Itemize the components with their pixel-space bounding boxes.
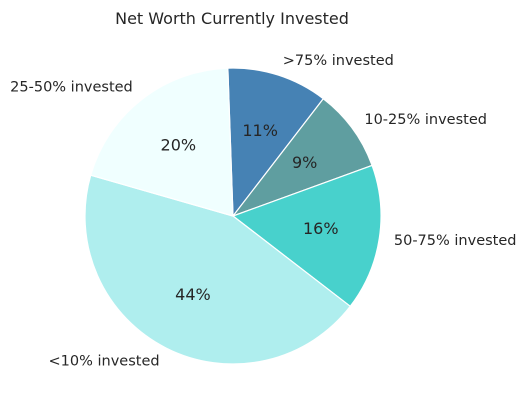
- slice-label-2: 50-75% invested: [394, 233, 517, 249]
- pie-slice-2: [231, 164, 382, 308]
- slice-label-0: >75% invested: [283, 53, 394, 69]
- pie-slice-1: [231, 97, 373, 218]
- pie-slice-0: [227, 67, 325, 218]
- slice-label-1: 10-25% invested: [364, 112, 487, 128]
- pie-slice-4: [89, 67, 234, 217]
- pie-slice-3: [84, 174, 352, 365]
- slice-pct-label-3: 44%: [175, 285, 211, 304]
- slice-pct-label-0: 11%: [242, 121, 278, 140]
- slice-label-4: 25-50% invested: [10, 80, 133, 96]
- slice-pct-label-4: 20%: [161, 136, 197, 155]
- slice-pct-label-2: 16%: [303, 219, 339, 238]
- pie-slices: [84, 67, 382, 365]
- pie-labels: >75% invested 11% 10-25% invested 9% 50-75% …: [10, 53, 516, 369]
- slice-pct-label-1: 9%: [292, 153, 317, 172]
- slice-label-3: <10% invested: [49, 353, 160, 369]
- chart-title: Net Worth Currently Invested: [115, 9, 349, 28]
